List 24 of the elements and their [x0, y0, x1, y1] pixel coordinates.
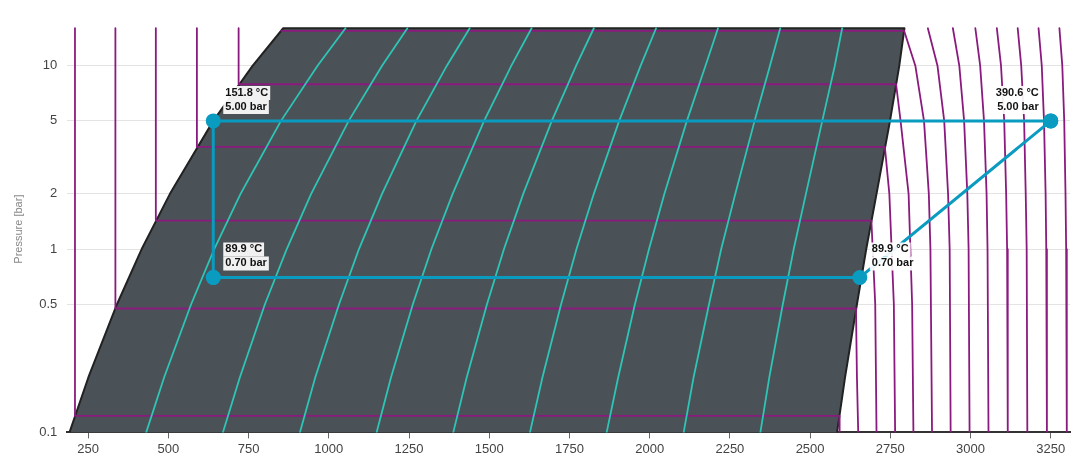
annotation: 89.9 °C 0.70 bar	[871, 242, 915, 269]
y-axis-title: Pressure [bar]	[11, 194, 24, 264]
x-tick-label: 2500	[795, 440, 825, 456]
x-tick-label: 2000	[635, 440, 665, 456]
x-tick-label: 1750	[554, 440, 584, 456]
x-tick-label: 3000	[956, 440, 985, 456]
x-tick-label: 2250	[715, 440, 745, 456]
y-tick-label: 0.1	[39, 423, 58, 439]
x-tick-label: 1250	[394, 440, 424, 456]
x-tick-label: 500	[157, 440, 180, 456]
x-tick-label: 1000	[314, 440, 344, 456]
annotation: 89.9 °C 0.70 bar	[225, 242, 268, 269]
x-tick-label: 3250	[1036, 440, 1066, 456]
x-tick-label: 2750	[875, 440, 905, 456]
x-tick-label: 1500	[474, 440, 504, 456]
y-tick-label: 10	[42, 57, 58, 73]
y-tick-label: 2	[50, 185, 58, 201]
y-tick-label: 5	[50, 112, 58, 128]
annotation: 390.6 °C 5.00 bar	[995, 85, 1040, 112]
y-tick-label: 1	[50, 240, 58, 256]
x-tick-label: 750	[237, 440, 260, 456]
annotation: 151.8 °C 5.00 bar	[225, 85, 269, 112]
y-tick-label: 0.5	[39, 295, 58, 311]
x-tick-label: 250	[77, 440, 99, 456]
